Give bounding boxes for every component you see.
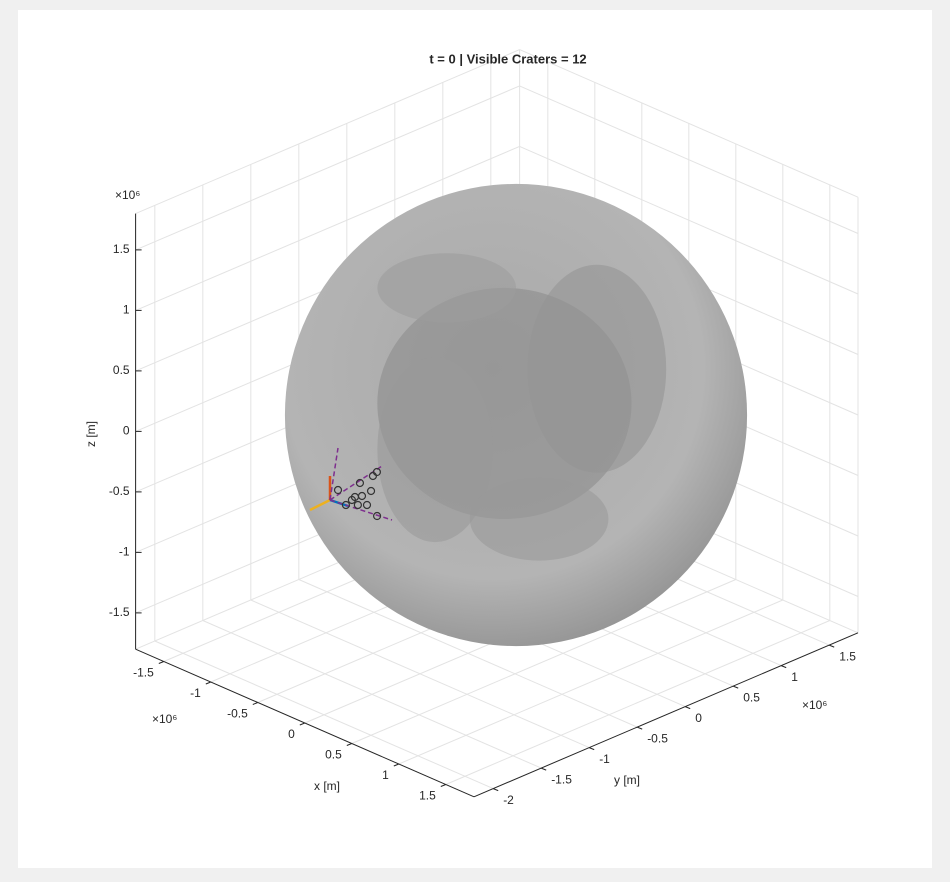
x-tick-label: 1.5 [419,789,436,803]
grid-line [135,145,520,311]
grid-line [398,599,783,765]
x-tick [346,743,352,746]
boresight [329,499,393,521]
y-tick-label: 1.5 [839,649,856,663]
box-edge [519,49,859,198]
chart-title: t = 0 | Visible Craters = 12 [429,51,586,66]
z-axis-label: z [m] [84,421,98,447]
grid-line [519,145,859,295]
y-tick-label: -2 [503,793,514,807]
grid-line [250,599,590,749]
moon [284,183,748,647]
y-axis [473,632,859,798]
x-tick [299,722,305,726]
z-tick-label: 1.5 [113,242,130,256]
x-tick [393,763,399,767]
y-tick [733,685,739,689]
y-tick-label: -1.5 [551,772,572,786]
x-tick [158,661,164,664]
y-tick-label: 0.5 [743,690,760,704]
y-tick [589,747,595,751]
z-tick-label: -1.5 [109,605,130,619]
y-tick-label: 1 [791,670,798,684]
crater-marker [357,491,367,501]
y-tick-label: 0 [695,711,702,725]
y-tick-label: -1 [599,752,610,766]
craters [333,467,382,521]
y-axis-label: y [m] [614,773,640,787]
y-tick [637,726,643,730]
grid-line [135,85,520,251]
z-tick-label: -0.5 [109,484,130,498]
crater-marker [362,500,372,510]
crater-marker [372,511,382,521]
mare [377,253,516,323]
grid-line [298,579,638,728]
grid-line [202,620,542,769]
crater-marker [353,500,362,510]
x-tick-label: -1.5 [133,666,154,680]
axis-vector [309,498,331,512]
x-tick-label: 1 [382,768,389,782]
crater-marker [355,478,365,488]
z-tick-label: 1 [123,303,130,317]
x-tick-label: 0.5 [325,748,342,762]
x-exponent: ×10⁶ [152,712,177,726]
grid-line [154,640,494,790]
y-tick [541,767,547,771]
crater-marker [341,500,351,510]
x-tick [440,784,446,787]
z-exponent: ×10⁶ [115,188,140,202]
y-tick [829,644,835,648]
mare [377,357,493,543]
z-tick-label: 0.5 [113,363,130,377]
y-tick-label: -0.5 [647,731,668,745]
mare [469,477,609,561]
crater-marker [372,467,382,477]
y-exponent: ×10⁶ [802,698,827,712]
axes: -1.5 -1 -0.5 0 0.5 1 1.5 -2 -1.5 -1 -0.5 0 0.5 1 1.5 -1… [109,213,859,807]
y-tick [493,788,499,792]
z-tick-label: -1 [119,545,130,559]
crater-marker [366,486,376,496]
z-tick-label: 0 [123,424,130,438]
y-tick [685,706,691,710]
crater-marker [333,485,343,495]
x-tick [205,681,211,685]
box-edge [135,49,520,215]
x-axis-label: x [m] [314,779,340,793]
grid-line [519,85,859,234]
crater-marker [347,495,357,505]
grid-line [351,579,736,744]
x-tick-label: -1 [190,686,201,700]
mare [527,264,667,473]
x-tick-label: -0.5 [227,707,248,721]
x-tick-label: 0 [288,727,295,741]
x-tick [252,702,258,705]
grid-line [445,620,830,785]
boresight [329,447,339,501]
y-tick [781,665,787,669]
